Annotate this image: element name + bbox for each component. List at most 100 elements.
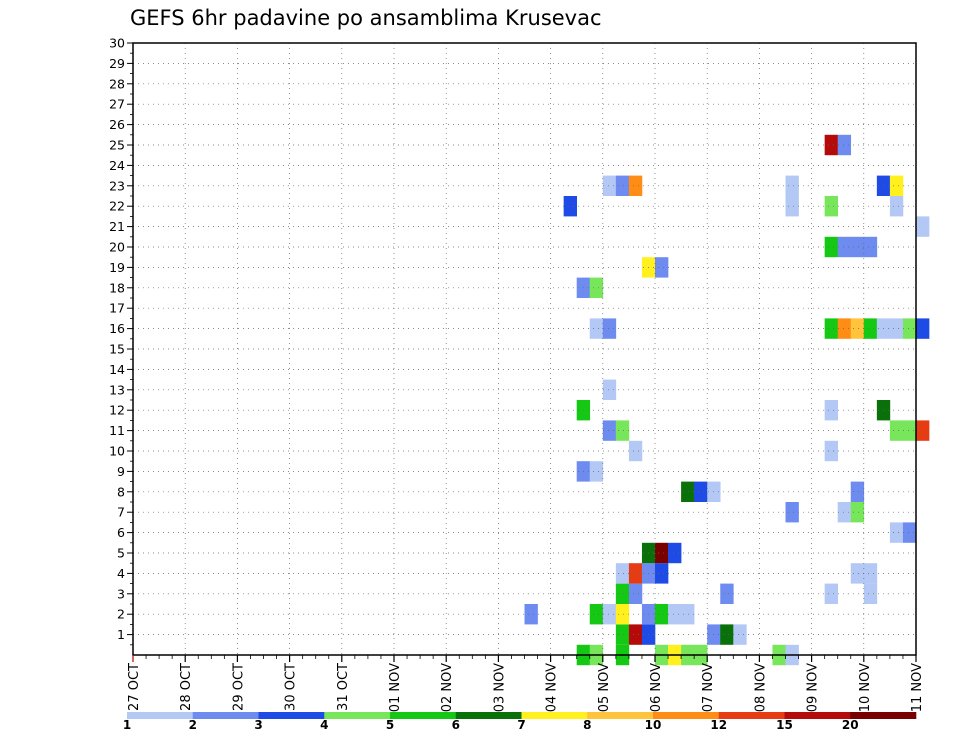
y-tick-label: 21: [109, 219, 125, 234]
heatmap-cell: [785, 175, 799, 196]
chart-title: GEFS 6hr padavine po ansamblima Krusevac: [130, 6, 602, 30]
y-tick-label: 23: [109, 178, 125, 193]
heatmap-cell: [916, 420, 930, 441]
heatmap-cell: [524, 604, 538, 625]
heatmap-cell: [837, 134, 852, 156]
colorbar-swatch: [324, 712, 391, 719]
heatmap-cell: [694, 481, 708, 502]
y-tick-label: 29: [109, 56, 125, 71]
x-tick-label: 30 OCT: [284, 663, 299, 711]
x-tick-label: 28 OCT: [179, 663, 194, 711]
colorbar-label: 10: [644, 718, 662, 732]
y-tick-label: 9: [117, 464, 125, 479]
heatmap-cell: [785, 196, 799, 217]
heatmap-cell: [589, 277, 604, 298]
heatmap-cell: [889, 175, 904, 196]
colorbar-label: 7: [517, 718, 526, 732]
colorbar-label: 12: [710, 718, 728, 732]
x-tick-label: 31 OCT: [336, 663, 351, 711]
heatmap-cell: [615, 583, 630, 604]
colorbar-swatch: [455, 712, 522, 719]
heatmap-cell: [824, 134, 838, 156]
heatmap-cell: [850, 236, 865, 258]
y-tick-label: 26: [109, 117, 125, 132]
heatmap-cell: [850, 563, 865, 584]
colorbar-swatch: [521, 712, 588, 719]
heatmap-cell: [589, 318, 604, 339]
y-tick-label: 1: [117, 627, 125, 642]
y-tick-label: 11: [109, 423, 125, 438]
heatmap-cell: [863, 318, 878, 339]
x-tick-label: 10 NOV: [858, 663, 873, 712]
heatmap-cell: [668, 604, 682, 625]
heatmap-cell: [602, 604, 617, 625]
heatmap-cell: [655, 604, 669, 625]
colorbar-swatch: [718, 712, 785, 719]
y-tick-label: 17: [109, 301, 125, 316]
heatmap-cell: [681, 481, 695, 502]
y-tick-label: 3: [117, 586, 125, 601]
y-tick-label: 22: [109, 199, 125, 214]
y-tick-label: 18: [109, 280, 125, 295]
heatmap-cell: [720, 583, 734, 604]
y-tick-label: 12: [109, 403, 125, 418]
y-tick-label: 4: [117, 566, 125, 581]
y-tick-label: 30: [109, 36, 125, 51]
x-tick-label: 01 NOV: [388, 663, 403, 712]
colorbar-label: 3: [254, 718, 263, 732]
heatmap-cell: [850, 502, 865, 523]
heatmap-cell: [837, 502, 852, 523]
colorbar-label: 20: [841, 718, 859, 732]
heatmap-cell: [916, 216, 930, 237]
colorbar-swatch: [258, 712, 325, 719]
x-tick-label: 06 NOV: [649, 663, 664, 712]
heatmap-cell: [837, 318, 852, 339]
x-tick-label: 09 NOV: [806, 663, 821, 712]
heatmap-cell: [602, 175, 617, 196]
colorbar-label: 4: [320, 718, 329, 732]
heatmap-cell: [615, 563, 630, 584]
heatmap-cell: [902, 318, 917, 339]
heatmap-cell: [824, 318, 838, 339]
heatmap-cell: [837, 236, 852, 258]
heatmap-cell: [916, 318, 930, 339]
heatmap-cell: [655, 542, 669, 564]
heatmap-cell: [850, 481, 865, 502]
y-tick-label: 15: [109, 342, 125, 357]
colorbar-labels: 1 2 3 4 5 6 7 8 10 12 15 20: [0, 718, 960, 738]
colorbar-swatch: [192, 712, 259, 719]
x-tick-label: 07 NOV: [701, 663, 716, 712]
heatmap-cell: [602, 379, 617, 400]
colorbar: [127, 712, 917, 719]
heatmap-cell: [681, 604, 695, 625]
colorbar-swatch: [784, 712, 851, 719]
heatmap-cell: [824, 583, 838, 604]
heatmap-cell: [655, 563, 669, 584]
heatmap-cell: [602, 420, 617, 441]
heatmap-cell: [602, 318, 617, 339]
x-tick-label: 05 NOV: [597, 663, 612, 712]
y-tick-label: 6: [117, 525, 125, 540]
heatmap-cell: [668, 542, 682, 564]
colorbar-label: 1: [122, 718, 132, 732]
y-tick-label: 7: [117, 505, 125, 520]
x-tick-label: 03 NOV: [492, 663, 507, 712]
heatmap-cell: [824, 236, 838, 258]
y-tick-label: 8: [117, 484, 125, 499]
heatmap-cell: [655, 257, 669, 278]
heatmap-cell: [589, 461, 604, 482]
y-axis: 1234567891011121314151617181920212223242…: [109, 36, 133, 646]
x-tick-label: 02 NOV: [440, 663, 455, 712]
y-tick-label: 19: [109, 260, 125, 275]
x-tick-label: 11 NOV: [910, 663, 925, 712]
heatmap-cell: [902, 420, 917, 441]
heatmap-cell: [628, 624, 643, 645]
y-tick-label: 2: [117, 607, 125, 622]
heatmap-cell: [889, 420, 904, 441]
colorbar-swatch: [127, 712, 194, 719]
cells-layer: [524, 134, 930, 666]
colorbar-label: 5: [385, 718, 395, 732]
heatmap-cell: [615, 175, 630, 196]
heatmap-cell: [824, 196, 838, 217]
